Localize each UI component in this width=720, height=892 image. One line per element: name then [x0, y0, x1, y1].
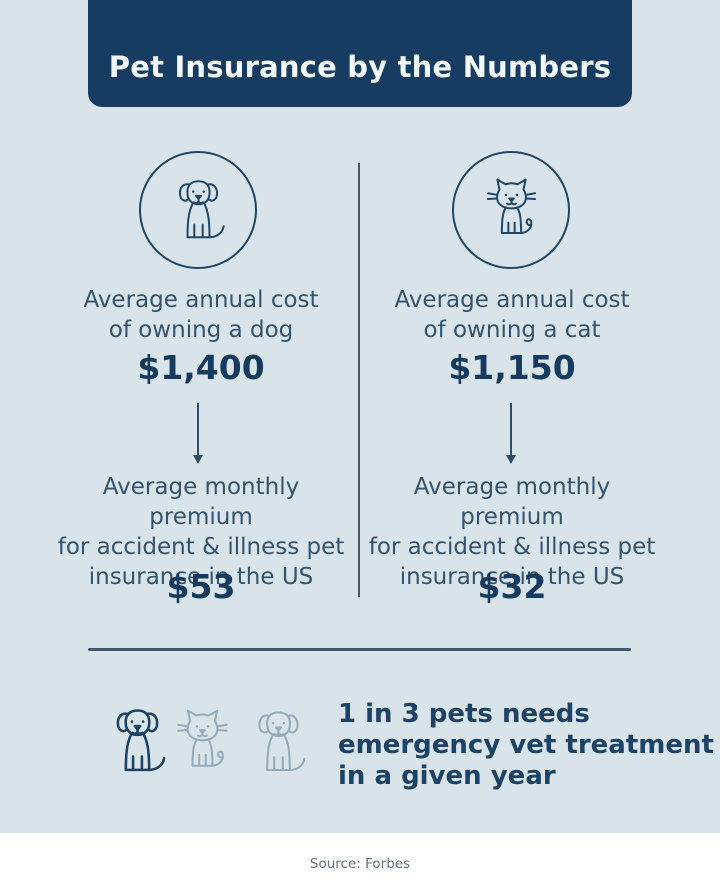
- cat-icon: [168, 703, 237, 781]
- label-line: Average monthly premium: [102, 474, 300, 530]
- dog-annual-cost-value: $1,400: [137, 348, 265, 387]
- label-line: insurance in the US: [399, 564, 625, 590]
- label-line: Average annual cost: [394, 287, 630, 313]
- header-banner: Pet Insurance by the Numbers: [88, 0, 632, 107]
- cat-circle-badge: [452, 151, 570, 269]
- emergency-fact-text: 1 in 3 pets needs emergency vet treatmen…: [338, 699, 714, 792]
- dog-premium-value: $53: [166, 567, 236, 606]
- cat-annual-cost-value: $1,150: [448, 348, 576, 387]
- dog-premium-label: Average monthly premium for accident & i…: [48, 472, 354, 592]
- label-line: of owning a dog: [108, 317, 294, 343]
- label-line: for accident & illness pet: [368, 534, 656, 560]
- fact-line: 1 in 3 pets needs: [338, 699, 590, 729]
- dog-icon: [244, 703, 313, 781]
- label-line: Average annual cost: [83, 287, 319, 313]
- label-line: insurance in the US: [88, 564, 314, 590]
- down-arrow-icon: [505, 403, 516, 464]
- dog-icon: [102, 701, 173, 781]
- cat-premium-label: Average monthly premium for accident & i…: [361, 472, 663, 592]
- cat-annual-cost-label: Average annual cost of owning a cat: [361, 285, 663, 345]
- fact-line: emergency vet treatment: [338, 730, 714, 760]
- dog-icon: [165, 172, 232, 248]
- dog-circle-badge: [139, 151, 257, 269]
- down-arrow-icon: [192, 403, 203, 464]
- source-attribution: Source: Forbes: [309, 856, 411, 872]
- vertical-divider: [358, 163, 360, 597]
- fact-line: in a given year: [338, 761, 556, 791]
- cat-premium-value: $32: [477, 567, 547, 606]
- dog-annual-cost-label: Average annual cost of owning a dog: [48, 285, 354, 345]
- label-line: for accident & illness pet: [57, 534, 345, 560]
- page-title: Pet Insurance by the Numbers: [108, 50, 612, 84]
- horizontal-divider: [88, 648, 631, 651]
- label-line: Average monthly premium: [413, 474, 611, 530]
- infographic-panel: Pet Insurance by the Numbers Average ann…: [0, 0, 720, 833]
- label-line: of owning a cat: [423, 317, 601, 343]
- cat-icon: [478, 172, 545, 248]
